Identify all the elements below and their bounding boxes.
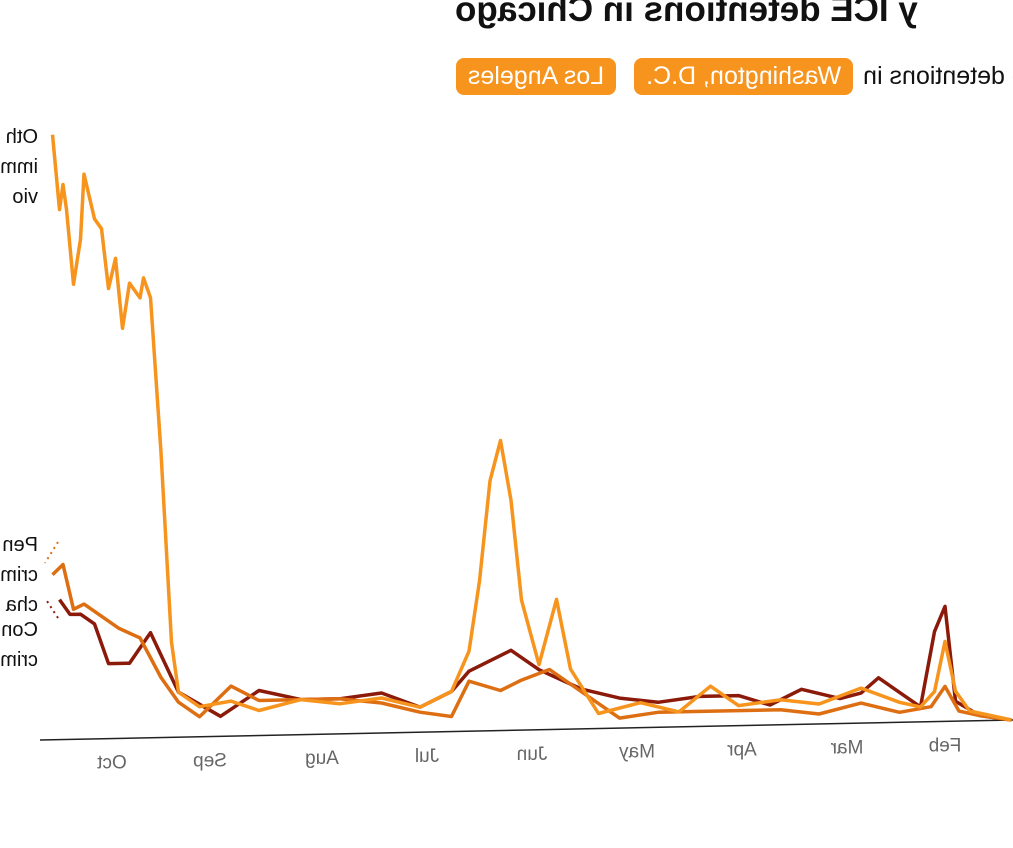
- x-tick-label: Oct: [97, 753, 127, 774]
- x-tick-label: Jul: [415, 746, 439, 767]
- series-line-convicted: [58, 598, 1012, 722]
- x-tick-label: May: [619, 742, 655, 763]
- x-tick-label: Feb: [929, 735, 962, 756]
- x-tick-label: Sep: [193, 751, 227, 772]
- x-tick-label: Mar: [830, 737, 863, 758]
- x-axis: [39, 719, 1013, 741]
- leader-convicted: [44, 597, 59, 619]
- x-tick-label: Jun: [517, 744, 548, 765]
- x-tick-label: Aug: [305, 748, 339, 769]
- leader-pending: [44, 541, 59, 564]
- series-line-other: [50, 134, 1012, 722]
- series-line-pending: [51, 562, 1012, 722]
- x-tick-label: Apr: [727, 740, 757, 761]
